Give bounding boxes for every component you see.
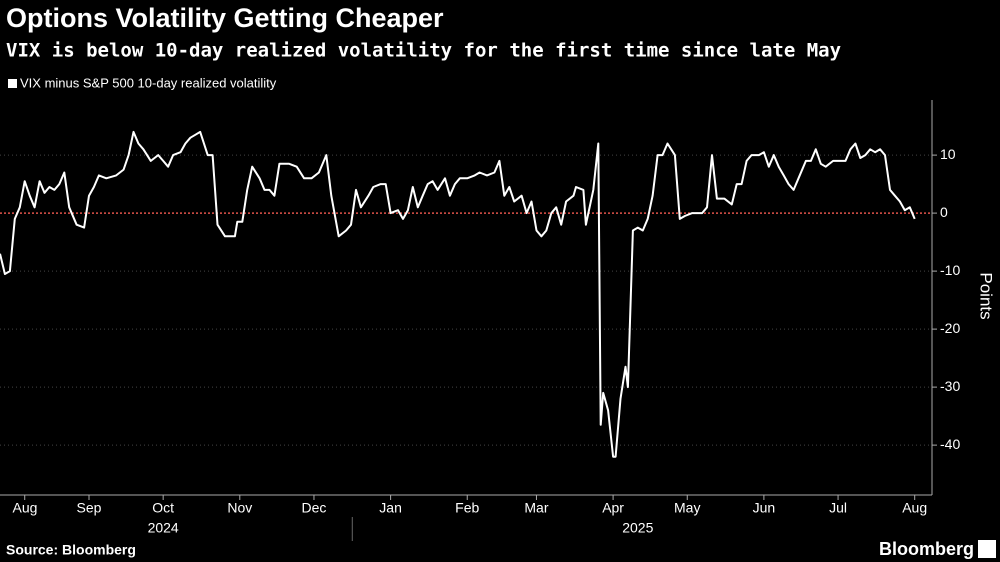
series-line: [0, 130, 916, 458]
x-tick-label: Sep: [77, 500, 102, 516]
year-label: 2024: [148, 520, 179, 536]
y-tick-label: -10: [940, 262, 960, 278]
x-tick-label: Jun: [753, 500, 776, 516]
x-tick-label: Apr: [602, 500, 624, 516]
brand-icon: [978, 540, 996, 558]
x-tick-label: Oct: [152, 500, 174, 516]
y-axis-title: Points: [977, 272, 996, 319]
x-tick-label: Jul: [829, 500, 847, 516]
x-tick-label: Dec: [302, 500, 327, 516]
source: Source: Bloomberg: [6, 542, 136, 558]
y-tick-label: -20: [940, 320, 960, 336]
chart-subtitle: VIX is below 10-day realized volatility …: [6, 40, 841, 62]
legend-swatch: [8, 79, 17, 88]
x-tick-label: May: [674, 500, 700, 516]
y-tick-label: -40: [940, 436, 960, 452]
y-tick-label: 0: [940, 204, 948, 220]
x-tick-label: Mar: [524, 500, 548, 516]
x-tick-label: Feb: [455, 500, 479, 516]
x-tick-label: Jan: [379, 500, 402, 516]
x-tick-label: Nov: [227, 500, 252, 516]
legend-label: VIX minus S&P 500 10-day realized volati…: [20, 75, 277, 90]
x-tick-label: Aug: [13, 500, 38, 516]
brand: Bloomberg: [879, 539, 974, 559]
year-label: 2025: [622, 520, 653, 536]
y-tick-label: 10: [940, 146, 956, 162]
chart-title: Options Volatility Getting Cheaper: [6, 3, 444, 33]
x-tick-label: Aug: [902, 500, 927, 516]
y-tick-label: -30: [940, 378, 960, 394]
